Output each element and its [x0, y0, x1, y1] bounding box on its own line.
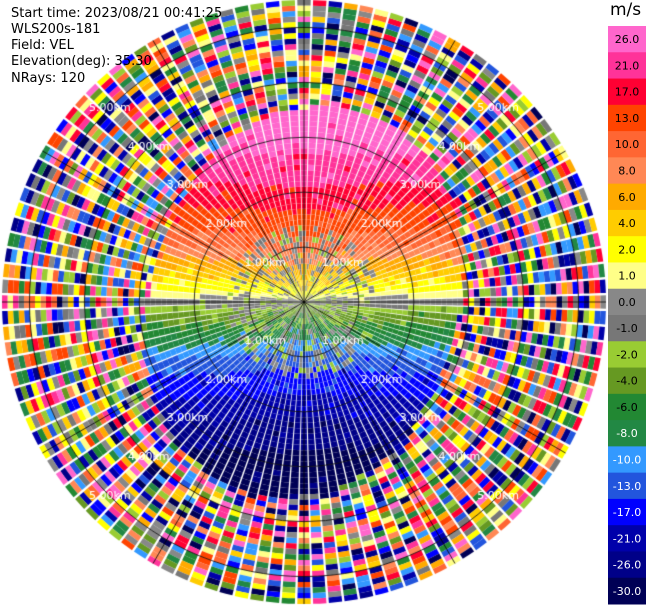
colorbar-tick-label: 1.0: [618, 270, 636, 283]
colorbar-swatch: [608, 131, 646, 158]
colorbar-swatch: [608, 236, 646, 263]
colorbar-swatch: [608, 498, 646, 526]
start-time-label: Start time: 2023/08/21 00:41:25: [11, 6, 223, 21]
colorbar-tick-label: 0.0: [618, 296, 636, 309]
colorbar-swatch: [608, 288, 646, 316]
colorbar-tick-label: -1.0: [616, 322, 637, 335]
colorbar-tick-label: -6.0: [616, 401, 637, 414]
colorbar-swatch: [608, 420, 646, 447]
colorbar-tick-label: 26.0: [615, 33, 640, 46]
colorbar-tick-label: -26.0: [613, 559, 641, 572]
colorbar-swatch: [608, 183, 646, 211]
colorbar-swatch: [608, 262, 646, 290]
colorbar-tick-label: 17.0: [615, 86, 640, 99]
colorbar-swatch: [608, 446, 646, 474]
colorbar-tick-label: -17.0: [613, 506, 641, 519]
field-label: Field: VEL: [11, 38, 74, 53]
colorbar-swatch: [608, 315, 646, 342]
colorbar-tick-label: -30.0: [613, 585, 641, 598]
colorbar-tick-label: -2.0: [616, 348, 637, 361]
colorbar-swatch: [608, 393, 646, 421]
colorbar-title: m/s: [610, 0, 642, 20]
colorbar-swatch: [608, 577, 646, 605]
colorbar-swatch: [608, 341, 646, 369]
colorbar-tick-label: -10.0: [613, 454, 641, 467]
colorbar-swatch: [608, 78, 646, 106]
colorbar-tick-label: -21.0: [613, 532, 641, 545]
colorbar-tick-label: 21.0: [615, 59, 640, 72]
colorbar-swatch: [608, 551, 646, 579]
colorbar-tick-label: 8.0: [618, 165, 636, 178]
colorbar-tick-label: -13.0: [613, 480, 641, 493]
elevation-label: Elevation(deg): 35.30: [11, 54, 152, 69]
colorbar-tick-label: 13.0: [615, 112, 640, 125]
instrument-label: WLS200s-181: [11, 22, 101, 37]
colorbar-swatch: [608, 104, 646, 132]
colorbar-swatch: [608, 367, 646, 395]
colorbar-swatch: [608, 525, 646, 552]
colorbar-swatch: [608, 157, 646, 185]
colorbar-tick-label: 4.0: [618, 217, 636, 230]
colorbar-tick-label: 2.0: [618, 243, 636, 256]
colorbar-swatch: [608, 209, 646, 237]
nrays-label: NRays: 120: [11, 71, 86, 86]
colorbar-swatch: [608, 472, 646, 500]
colorbar-swatch: [608, 26, 646, 53]
colorbar-tick-label: 10.0: [615, 138, 640, 151]
colorbar-tick-label: 6.0: [618, 191, 636, 204]
colorbar-tick-label: -8.0: [616, 427, 637, 440]
colorbar-swatch: [608, 52, 646, 80]
colorbar-tick-label: -4.0: [616, 375, 637, 388]
